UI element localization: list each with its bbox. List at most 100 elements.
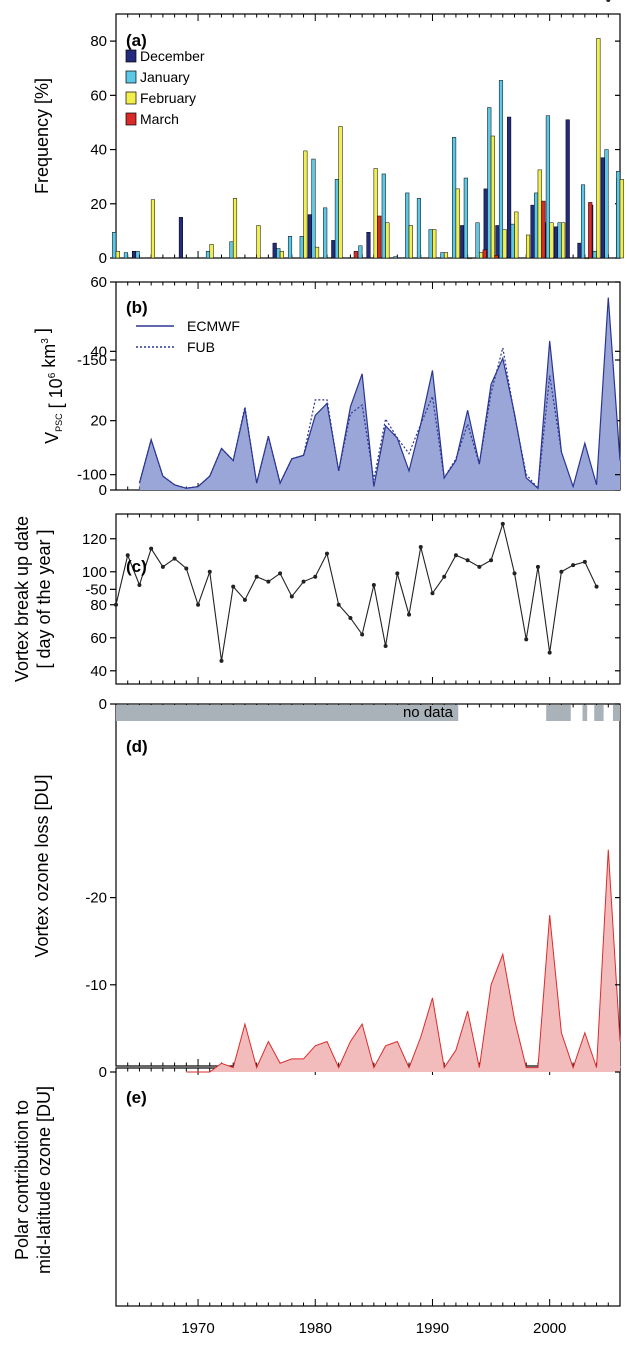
y-tick-label: 60: [90, 87, 107, 104]
bar-january: [334, 179, 339, 259]
legend-label: March: [140, 111, 179, 127]
breakup-point: [571, 563, 576, 568]
breakup-point: [196, 602, 201, 607]
bar-january: [452, 137, 457, 259]
y-tick-label: -50: [85, 581, 107, 598]
bar-january: [299, 236, 304, 259]
bar-december: [366, 231, 371, 259]
legend-swatch: [125, 70, 137, 84]
psc-area-fill: [139, 297, 620, 490]
breakup-line: [115, 521, 598, 661]
bar-january: [616, 170, 621, 259]
legend: December January February March: [125, 48, 205, 127]
y-tick-label: 120: [82, 531, 107, 548]
breakup-point: [289, 594, 294, 599]
bar-january: [229, 241, 234, 259]
breakup-point: [207, 569, 212, 574]
ecmwf-line: [138, 297, 621, 490]
bar-march: [377, 215, 382, 259]
panel-frame-b: 0 20 40 60 ECMWF FUB (b) VPSC [ 106 km3 ]: [32, 274, 621, 499]
y-axis-title: Polar contribution to: [12, 1100, 32, 1260]
bar-december: [553, 226, 559, 259]
x-tick-label: 1970: [181, 1320, 214, 1337]
bar-december: [530, 204, 535, 259]
breakup-point: [477, 564, 482, 569]
y-tick-label: 80: [90, 33, 107, 50]
x-tick-label: 1990: [416, 1320, 449, 1337]
breakup-point: [524, 637, 529, 642]
breakup-point: [547, 650, 552, 655]
y-tick-label: 0: [99, 250, 107, 267]
y-axis-title: VPSC [ 106 km3 ]: [32, 328, 66, 444]
y-axis-title: Vortex break up date: [12, 516, 32, 682]
bar-january: [557, 222, 562, 259]
bar-february: [232, 198, 238, 259]
nodata-segment: [546, 705, 571, 721]
breakup-point: [442, 574, 447, 579]
nodata-segment: [594, 705, 604, 721]
breakup-point: [371, 582, 376, 587]
breakup-point: [242, 597, 247, 602]
breakup-point: [348, 615, 353, 620]
y-tick-label: 0: [99, 696, 107, 713]
y-tick-label: -100: [77, 467, 107, 484]
bar-february: [525, 234, 531, 259]
breakup-point: [149, 546, 154, 551]
polar-line: [186, 849, 621, 1073]
breakup-point: [594, 584, 599, 589]
breakup-point: [430, 591, 435, 596]
bar-march: [541, 200, 546, 259]
bar-december: [460, 225, 465, 259]
bar-january: [287, 236, 293, 259]
legend-label: FUB: [187, 339, 215, 355]
breakup-point: [231, 584, 236, 589]
bar-december: [178, 217, 183, 259]
y-tick-label: -150: [77, 352, 107, 369]
nodata-segment: [612, 705, 620, 721]
bar-january: [311, 158, 316, 259]
bar-january: [416, 198, 421, 259]
breakup-point: [489, 558, 494, 563]
breakup-point: [360, 632, 365, 637]
panel-label: (e): [126, 1088, 147, 1107]
panel-border: [115, 1067, 621, 1307]
bar-january: [440, 252, 445, 259]
panel-frame-e: 0 -10 -20 (e) Polar contribution to mid-latit…: [12, 849, 621, 1307]
breakup-point: [278, 571, 283, 576]
y-tick-label: 100: [82, 564, 107, 581]
breakup-point: [559, 569, 564, 574]
y-tick-label: -10: [85, 977, 107, 994]
bar-december: [565, 119, 570, 259]
bar-january: [428, 229, 433, 259]
y-tick-label: 40: [90, 142, 107, 159]
legend-swatch: [125, 49, 137, 63]
bar-march: [588, 202, 593, 259]
bar-february: [115, 250, 120, 259]
bar-march: [494, 255, 499, 259]
bar-january: [276, 248, 281, 259]
bar-february: [619, 179, 624, 259]
bar-january: [205, 250, 211, 259]
bar-january: [580, 184, 586, 259]
bar-december: [507, 116, 512, 259]
y-tick-label: 60: [90, 630, 107, 647]
breakup-point: [137, 582, 142, 587]
bar-january: [323, 207, 328, 259]
bar-february: [432, 229, 437, 259]
bar-february: [209, 244, 214, 259]
polar-area-fill: [186, 849, 621, 1072]
bar-january: [405, 192, 410, 259]
y-axis-title: Vortex ozone loss [DU]: [32, 774, 52, 957]
x-tick-label: 2000: [533, 1320, 566, 1337]
breakup-point: [266, 579, 271, 584]
fub-line: [138, 347, 562, 490]
bar-february: [256, 225, 261, 259]
bar-february: [315, 246, 320, 259]
breakup-point: [254, 574, 259, 579]
legend-label: December: [140, 48, 205, 64]
bar-february: [338, 126, 343, 259]
breakup-point: [535, 564, 540, 569]
bar-january: [358, 245, 363, 259]
bar-december: [495, 225, 500, 259]
nodata-annotation: no data: [403, 704, 454, 721]
